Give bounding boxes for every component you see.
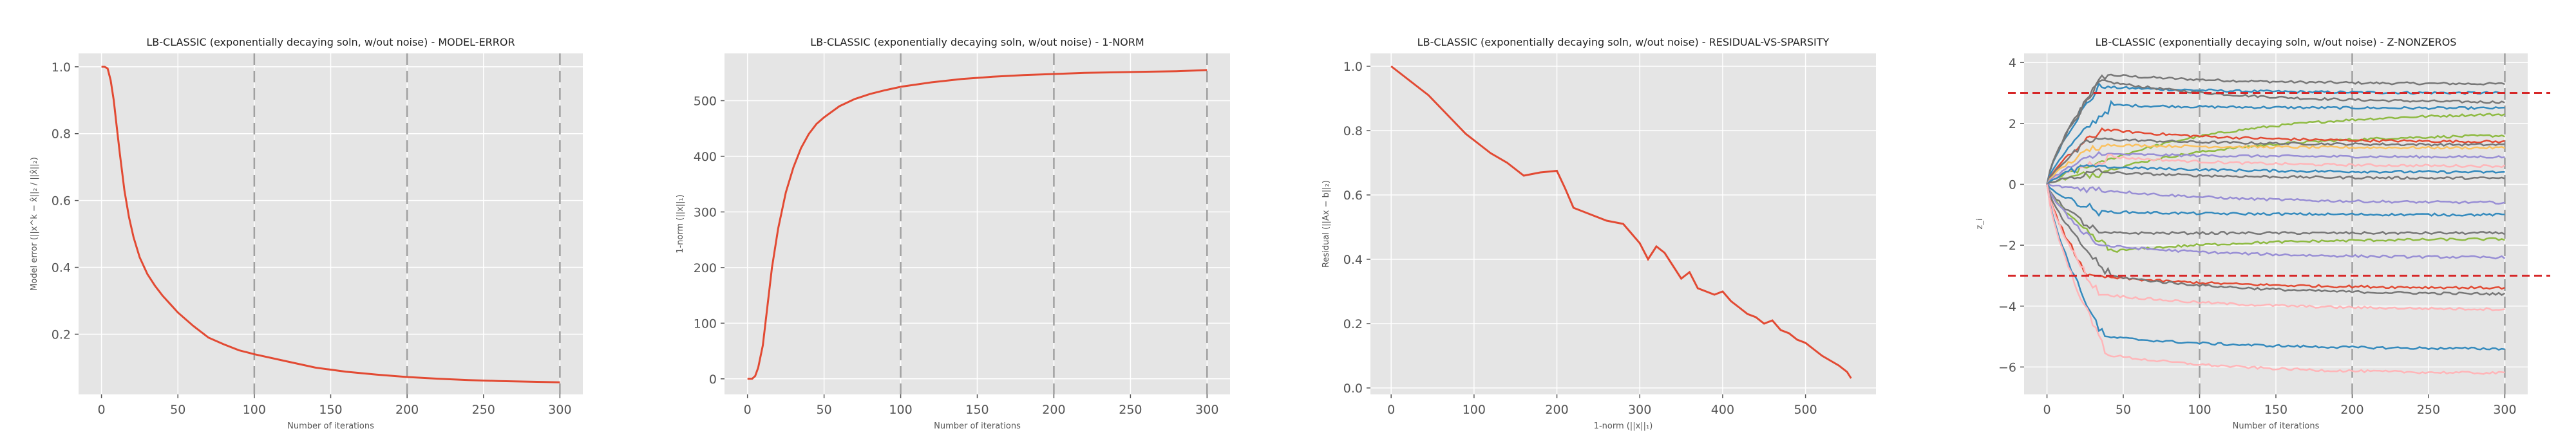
series-line-23 <box>2046 184 2505 375</box>
series-line-11 <box>2046 153 2506 185</box>
series-line-14 <box>2047 183 2505 205</box>
y-tick-label: 0.2 <box>52 327 71 342</box>
series-line-22 <box>2046 184 2505 351</box>
x-tick-label: 100 <box>2188 403 2211 417</box>
series-line-16 <box>2046 183 2506 235</box>
y-tick-label: 1.0 <box>1343 60 1363 74</box>
y-tick-label: 4 <box>2009 56 2016 70</box>
y-tick-label: 0.8 <box>1343 124 1363 138</box>
x-tick-label: 150 <box>2264 403 2287 417</box>
y-tick-label: 200 <box>694 261 717 275</box>
series-line-1 <box>1390 65 1852 379</box>
series-line-7 <box>2046 127 2505 185</box>
chart-title: LB-CLASSIC (exponentially decaying soln,… <box>2096 36 2457 48</box>
y-axis-label: z_i <box>1975 219 1985 230</box>
x-tick-label: 100 <box>889 403 912 417</box>
series-line-21 <box>2046 184 2505 311</box>
series-line-4 <box>2046 100 2505 185</box>
x-tick-label: 100 <box>1463 403 1486 417</box>
chart-panel-2: 0 50 100 150 200 250 300 0 100 200 300 400 500 LB-CLA… <box>676 36 1230 431</box>
x-tick-label: 250 <box>472 403 495 417</box>
x-tick-label: 300 <box>2493 403 2516 417</box>
x-tick-label: 50 <box>2116 403 2131 417</box>
y-tick-label: 0.4 <box>52 261 71 275</box>
chart-title: LB-CLASSIC (exponentially decaying soln,… <box>810 36 1144 48</box>
y-tick-label: 100 <box>694 317 717 331</box>
x-tick-label: 300 <box>1195 403 1218 417</box>
series-line-20 <box>2046 184 2506 296</box>
series-line-1 <box>747 69 1208 380</box>
x-tick-label: 50 <box>817 403 832 417</box>
y-tick-label: −4 <box>1998 300 2016 314</box>
chart-panel-3: 0 100 200 300 400 500 0.0 0.2 0.4 0.6 0.8 1.0 LB-CLA… <box>1321 36 1876 431</box>
x-tick-label: 200 <box>1042 403 1065 417</box>
y-axis-label: 1-norm (||x||₁) <box>676 194 685 253</box>
x-axis-label: 1-norm (||x||₁) <box>1594 421 1653 431</box>
series-line-18 <box>2046 184 2506 260</box>
y-tick-label: 0.8 <box>52 127 71 142</box>
x-tick-label: 50 <box>170 403 185 417</box>
y-tick-label: 300 <box>694 205 717 219</box>
series-line-15 <box>2046 183 2505 217</box>
y-tick-label: 0.2 <box>1343 317 1363 331</box>
x-tick-label: 0 <box>2043 403 2050 417</box>
x-axis-label: Number of iterations <box>934 421 1021 431</box>
y-tick-label: 0.6 <box>1343 189 1363 203</box>
x-axis-label: Number of iterations <box>287 421 374 431</box>
x-tick-label: 200 <box>1545 403 1568 417</box>
x-tick-label: 250 <box>2417 403 2440 417</box>
y-tick-label: −6 <box>1998 360 2016 374</box>
y-tick-label: 0.6 <box>52 194 71 208</box>
x-tick-label: 400 <box>1711 403 1734 417</box>
y-tick-label: 500 <box>694 94 717 108</box>
chart-title: LB-CLASSIC (exponentially decaying soln,… <box>1417 36 1830 48</box>
y-tick-label: 1.0 <box>52 60 71 75</box>
y-tick-label: 400 <box>694 150 717 164</box>
x-tick-label: 0 <box>744 403 752 417</box>
series-line-12 <box>2046 164 2505 185</box>
x-axis-label: Number of iterations <box>2233 421 2320 431</box>
x-tick-label: 500 <box>1794 403 1817 417</box>
y-tick-label: −2 <box>1998 239 2016 253</box>
chart-panel-1: 0 50 100 150 200 250 300 0.2 0.4 0.6 0.8 1.0 LB-CLAS… <box>30 36 583 431</box>
series-line-17 <box>2046 184 2505 253</box>
series-line-10 <box>2046 151 2505 185</box>
chart-title: LB-CLASSIC (exponentially decaying soln,… <box>146 36 515 48</box>
y-tick-label: 2 <box>2009 117 2016 131</box>
x-tick-label: 0 <box>1387 403 1395 417</box>
series-line-1 <box>2046 73 2505 185</box>
x-tick-label: 250 <box>1119 403 1142 417</box>
y-tick-label: 0.4 <box>1343 253 1363 267</box>
x-tick-label: 150 <box>965 403 989 417</box>
y-axis-label: Residual (||Ax − b||₂) <box>1321 180 1331 268</box>
x-tick-label: 100 <box>243 403 266 417</box>
y-axis-label: Model error (||x^k − x̂||₂ / ||x̂||₂) <box>30 157 39 291</box>
y-tick-label: 0 <box>709 373 717 387</box>
x-tick-label: 300 <box>548 403 571 417</box>
x-tick-label: 150 <box>319 403 342 417</box>
x-tick-label: 0 <box>98 403 106 417</box>
x-tick-label: 200 <box>395 403 419 417</box>
y-tick-label: 0.0 <box>1343 382 1363 396</box>
y-tick-label: 0 <box>2009 178 2016 192</box>
x-tick-label: 200 <box>2340 403 2363 417</box>
series-line-9 <box>2046 143 2505 185</box>
chart-panel-4: 0 50 100 150 200 250 300 −6 −4 −2 0 2 4 LB-CLASSIC (e… <box>1975 36 2550 431</box>
series-line-3 <box>2046 79 2505 185</box>
x-tick-label: 300 <box>1628 403 1651 417</box>
series-line-8 <box>2046 137 2505 185</box>
series-line-1 <box>101 66 560 383</box>
series-line-13 <box>2046 168 2505 185</box>
